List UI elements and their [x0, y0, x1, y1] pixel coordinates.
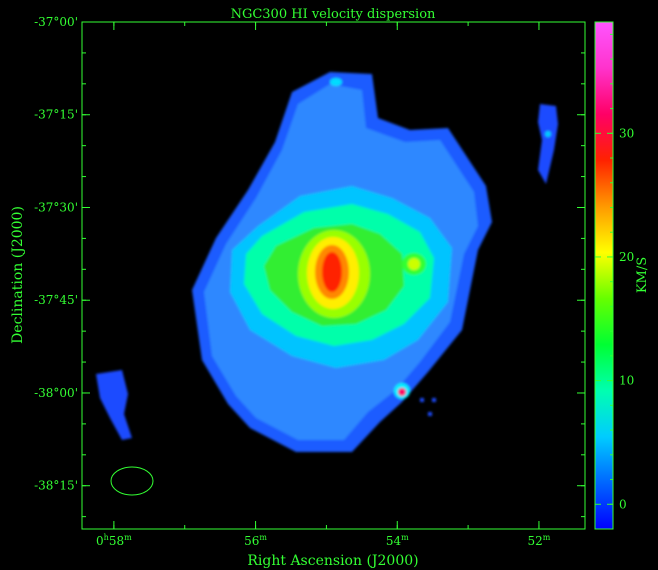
y-axis: -37°00' -37°15' -37°30' -37°45' -38°00' -38°1… [34, 15, 585, 518]
hotspot-magenta [398, 388, 406, 396]
emission-red [322, 252, 342, 292]
chart-title: NGC300 HI velocity dispersion [231, 7, 436, 22]
x-tick-label: 54m [386, 533, 409, 548]
cloud-west [96, 370, 132, 440]
galaxy-emission [96, 72, 558, 452]
colorbar-ticks: 0 10 20 30 [595, 33, 634, 511]
beam-ellipse [110, 466, 154, 496]
cloud-northeast [538, 104, 558, 184]
colorbar-tick-label: 10 [619, 374, 634, 388]
knot-east-yellow [408, 258, 420, 270]
x-tick-label: 52m [528, 533, 551, 548]
velocity-dispersion-map [81, 21, 586, 530]
colorbar-gradient [594, 21, 614, 530]
top-feature [330, 78, 342, 86]
y-tick-label: -38°00' [34, 386, 78, 400]
y-tick-label: -38°15' [34, 479, 78, 493]
colorbar-label: KM/S [635, 257, 650, 293]
colorbar: 0 10 20 30 KM/S [594, 21, 650, 530]
colorbar-tick-label: 30 [619, 126, 634, 140]
speck-2 [432, 398, 436, 402]
x-axis-label: Right Ascension (J2000) [247, 553, 418, 569]
x-tick-label: 0h58m [96, 533, 132, 548]
y-tick-label: -37°30' [34, 200, 78, 214]
plot-frame [81, 21, 586, 530]
y-tick-label: -37°15' [34, 108, 78, 122]
y-tick-label: -37°00' [34, 15, 78, 29]
y-tick-label: -37°45' [34, 293, 78, 307]
y-axis-label: Declination (J2000) [10, 206, 26, 344]
cloud-northeast-knot [545, 131, 551, 137]
x-tick-label: 56m [244, 533, 267, 548]
colorbar-tick-label: 20 [619, 250, 634, 264]
colorbar-tick-label: 0 [619, 497, 627, 511]
speck-1 [420, 398, 424, 402]
speck-3 [428, 412, 432, 416]
x-axis: 0h58m 56m 54m 52m [96, 22, 551, 548]
